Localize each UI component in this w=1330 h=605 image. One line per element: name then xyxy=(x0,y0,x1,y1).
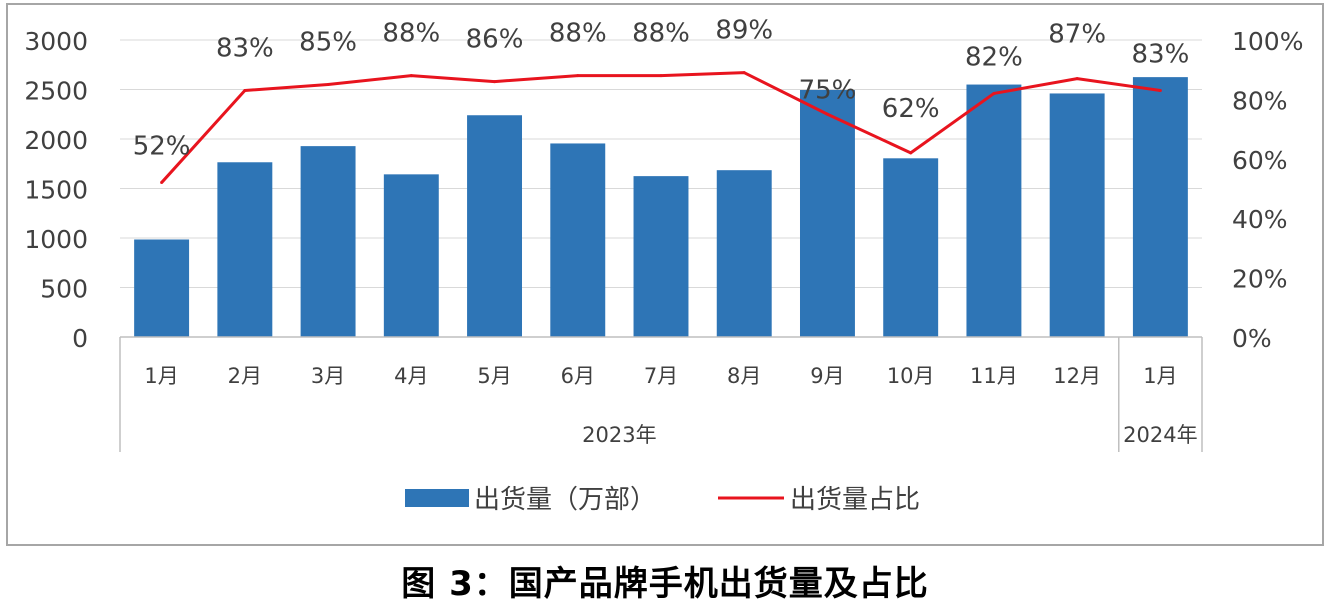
y-left-tick-label: 500 xyxy=(40,275,88,304)
line-point xyxy=(659,74,663,78)
data-label: 88% xyxy=(382,19,440,49)
data-label: 83% xyxy=(216,33,274,63)
y-right-tick-label: 80% xyxy=(1232,86,1288,115)
x-tick-label: 10月 xyxy=(887,364,935,388)
bar xyxy=(1132,77,1188,337)
legend-label-line: 出货量占比 xyxy=(790,485,920,515)
x-tick-label: 7月 xyxy=(644,364,678,388)
bar xyxy=(883,158,939,337)
x-tick-label: 8月 xyxy=(727,364,761,388)
data-labels: 52% 83% 85% 88% 86% 88% 88% 89% 75% 62% 82% 87% 83% xyxy=(133,16,1190,162)
line-point xyxy=(825,112,829,116)
x-group-label: 2023年 xyxy=(582,423,656,447)
y-right-tick-label: 40% xyxy=(1232,205,1288,234)
figure-caption: 图 3：国产品牌手机出货量及占比 xyxy=(401,564,929,604)
bar xyxy=(1049,93,1105,338)
chart: 52%83% 85% 88% 86% 88% 88% 89%75%62%82%87%83% … xyxy=(24,16,1303,515)
data-label: 75% xyxy=(799,75,857,105)
line-point xyxy=(992,91,996,95)
line-point xyxy=(326,83,330,87)
data-label: 82% xyxy=(965,42,1023,72)
data-label: 89% xyxy=(715,16,773,46)
bar xyxy=(383,174,439,337)
x-tick-label: 1月 xyxy=(1143,364,1177,388)
x-tick-label: 9月 xyxy=(810,364,844,388)
legend-swatch-bar xyxy=(405,489,469,507)
x-tick-label: 3月 xyxy=(311,364,345,388)
bar xyxy=(134,239,190,337)
y-left-tick-label: 3000 xyxy=(24,27,88,56)
x-tick-label: 2月 xyxy=(228,364,262,388)
x-tick-label: 4月 xyxy=(394,364,428,388)
bar xyxy=(467,115,523,338)
y-left-tick-label: 1500 xyxy=(24,176,88,205)
bar xyxy=(217,162,273,337)
bar xyxy=(716,170,772,337)
line-series xyxy=(160,71,1162,185)
y-left-tick-label: 2500 xyxy=(24,77,88,106)
gridlines xyxy=(120,39,1202,288)
bar-series xyxy=(134,77,1188,338)
data-label: 86% xyxy=(466,25,524,55)
bar xyxy=(966,84,1022,337)
data-label: 83% xyxy=(1131,39,1189,69)
y-right-tick-label: 100% xyxy=(1232,27,1303,56)
legend: 出货量（万部） 出货量占比 xyxy=(405,485,920,515)
line-point xyxy=(1158,88,1162,92)
y-right-tick-label: 60% xyxy=(1232,146,1288,175)
y-left-tick-label: 0 xyxy=(72,324,88,353)
data-label: 88% xyxy=(632,19,690,49)
x-tick-label: 5月 xyxy=(477,364,511,388)
bar xyxy=(799,89,855,338)
axes: 0 500 1000 1500 2000 2500 3000 0% 20% 40% 60% 80% 10… xyxy=(24,27,1303,452)
y-left-tick-label: 2000 xyxy=(24,126,88,155)
data-label: 85% xyxy=(299,28,357,58)
x-tick-label: 12月 xyxy=(1053,364,1101,388)
x-group-label: 2024年 xyxy=(1123,423,1197,447)
y-right-tick-label: 20% xyxy=(1232,265,1288,294)
line-point xyxy=(243,88,247,92)
y-left-tick-label: 1000 xyxy=(24,225,88,254)
y-right-tick-label: 0% xyxy=(1232,324,1272,353)
line-point xyxy=(160,181,164,185)
line-point xyxy=(742,71,746,75)
x-tick-label: 1月 xyxy=(144,364,178,388)
data-label: 87% xyxy=(1048,20,1106,50)
line-point xyxy=(409,74,413,78)
data-label: 88% xyxy=(549,19,607,49)
x-tick-label: 6月 xyxy=(561,364,595,388)
legend-label-bar: 出货量（万部） xyxy=(474,485,656,515)
bar xyxy=(633,176,689,337)
line-point xyxy=(1075,77,1079,81)
x-tick-label: 11月 xyxy=(970,364,1018,388)
line-point xyxy=(576,74,580,78)
line-point xyxy=(493,80,497,84)
bar xyxy=(300,146,356,337)
bar xyxy=(550,143,606,337)
data-label: 52% xyxy=(133,132,191,162)
data-label: 62% xyxy=(882,94,940,124)
line-point xyxy=(909,151,913,155)
